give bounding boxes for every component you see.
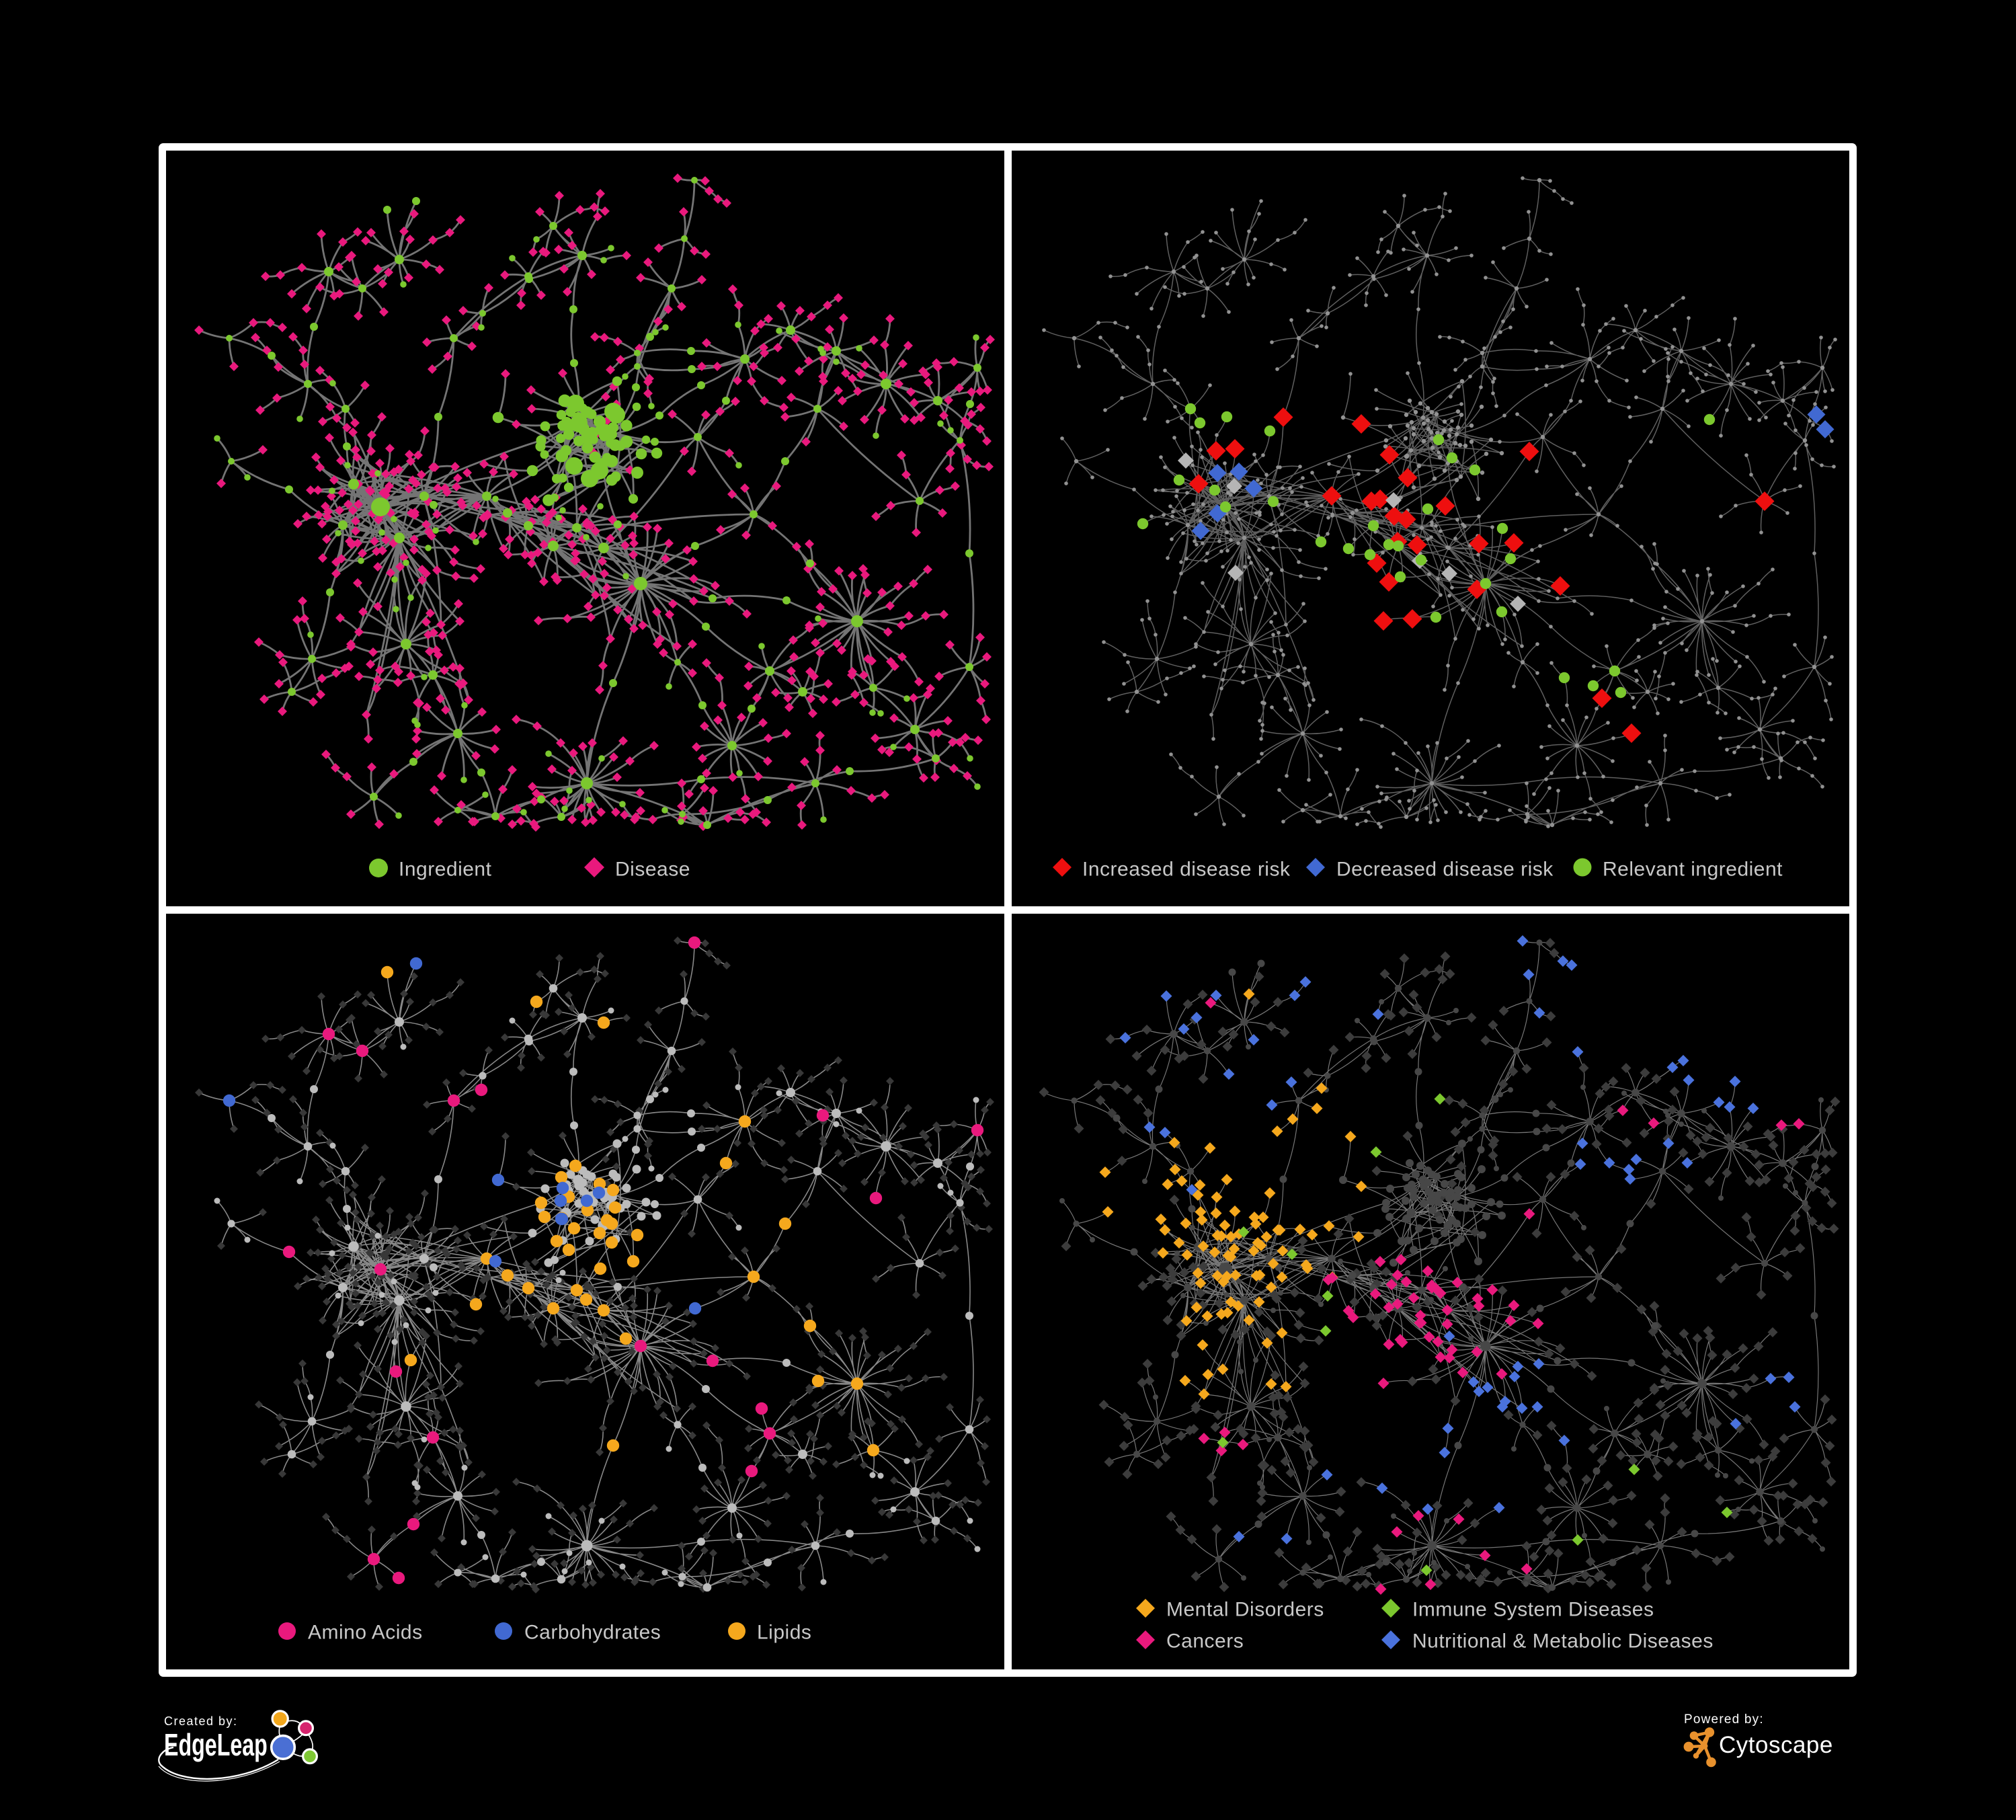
svg-text:Cancers: Cancers — [1166, 1630, 1244, 1653]
svg-text:Ingredient: Ingredient — [399, 859, 492, 881]
svg-text:Increased disease risk: Increased disease risk — [1082, 859, 1291, 881]
svg-text:Immune System Diseases: Immune System Diseases — [1412, 1599, 1654, 1621]
svg-text:Mental Disorders: Mental Disorders — [1166, 1599, 1324, 1621]
svg-text:EdgeLeap: EdgeLeap — [164, 1728, 268, 1762]
svg-text:Disease: Disease — [615, 859, 690, 881]
svg-text:Cytoscape: Cytoscape — [1719, 1732, 1833, 1758]
svg-text:Powered by:: Powered by: — [1684, 1712, 1764, 1727]
svg-text:Relevant ingredient: Relevant ingredient — [1603, 859, 1783, 881]
svg-text:Decreased disease risk: Decreased disease risk — [1336, 859, 1554, 881]
svg-text:Nutritional & Metabolic Diseas: Nutritional & Metabolic Diseases — [1412, 1630, 1713, 1653]
svg-text:Carbohydrates: Carbohydrates — [524, 1622, 661, 1644]
svg-text:Lipids: Lipids — [757, 1622, 811, 1644]
svg-text:Amino Acids: Amino Acids — [308, 1622, 423, 1644]
svg-text:Created by:: Created by: — [164, 1714, 238, 1728]
